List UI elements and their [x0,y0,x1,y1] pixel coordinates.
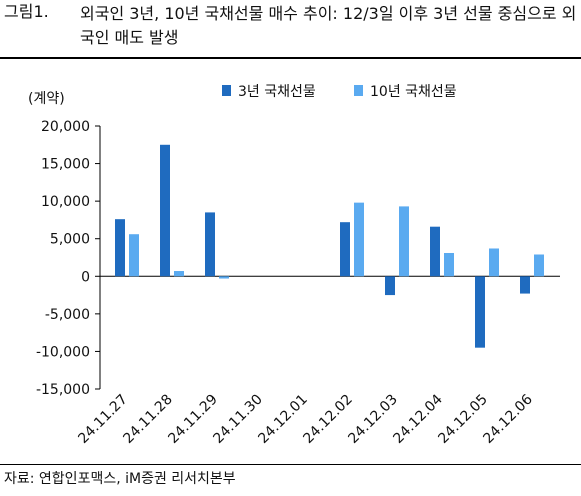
bar-3y [475,276,485,348]
legend: 3년 국채선물 10년 국채선물 [222,84,457,100]
bar-10y [354,202,364,277]
legend-swatch-1 [354,85,363,96]
y-tick-label: 15,000 [41,157,90,173]
bar-10y [534,254,544,277]
figure-label: 그림1. [4,2,49,21]
y-tick-label: 10,000 [41,194,90,210]
bar-3y [520,276,530,294]
bar-10y [219,276,229,279]
figure-title: 외국인 3년, 10년 국채선물 매수 추이: 12/3일 이후 3년 선물 중… [80,4,577,47]
bar-10y [174,271,184,277]
top-rule [0,57,581,59]
bar-10y [129,234,139,277]
x-tick-label: 24.12.06 [480,391,535,446]
legend-label-1: 10년 국채선물 [370,84,457,100]
y-tick-label: -15,000 [36,382,90,398]
bar-chart: (계약) 3년 국채선물 10년 국채선물 20,000 15,000 10,000 5… [28,84,560,447]
source-note: 자료: 연합인포맥스, iM증권 리서치본부 [4,471,236,487]
bars-group [115,144,544,348]
bar-3y [340,222,350,277]
bar-10y [444,252,454,277]
y-axis: 20,000 15,000 10,000 5,000 0 -5,000 -10,000 -15… [36,119,560,398]
legend-swatch-0 [222,85,231,96]
bar-3y [160,144,170,277]
x-axis-labels: 24.11.2724.11.2824.11.2924.11.3024.12.01… [75,391,535,446]
bar-3y [385,276,395,296]
y-tick-label: 5,000 [50,232,90,248]
y-tick-label: 20,000 [41,119,90,135]
bar-10y [489,248,499,277]
legend-label-0: 3년 국채선물 [238,84,316,100]
y-tick-label: 0 [81,269,90,285]
bar-3y [205,212,215,277]
bar-3y [115,219,125,277]
figure-title-block: 그림1. 외국인 3년, 10년 국채선물 매수 추이: 12/3일 이후 3년… [4,2,579,50]
bar-3y [430,226,440,277]
y-tick-label: -5,000 [45,307,90,323]
y-unit-label: (계약) [28,91,65,107]
bottom-rule [0,464,581,465]
y-tick-label: -10,000 [36,344,90,360]
bar-10y [399,206,409,277]
